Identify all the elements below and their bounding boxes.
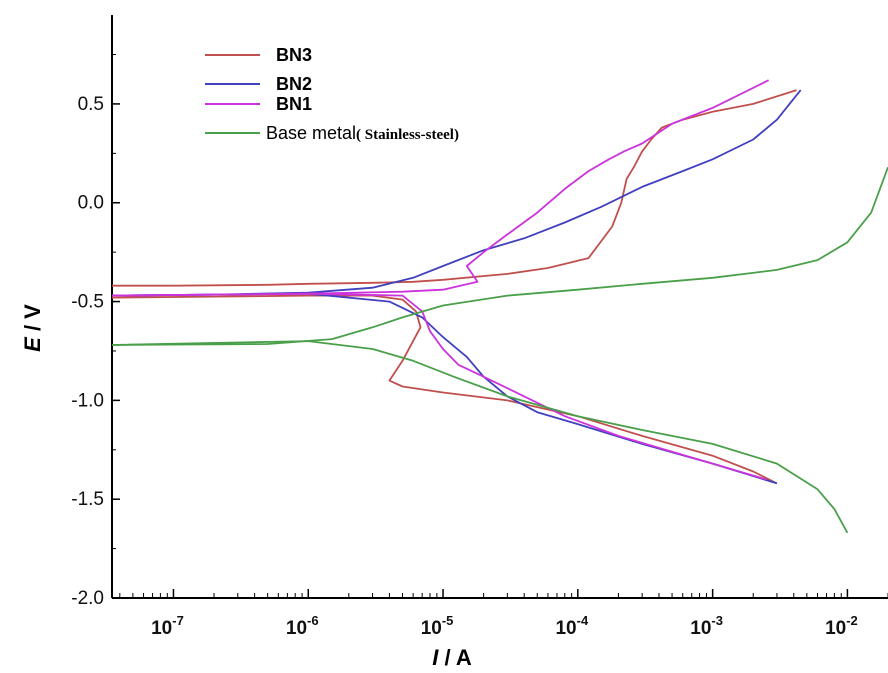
y-tick-label: 0.0 — [78, 193, 104, 214]
y-tick-label: 0.5 — [78, 94, 104, 115]
y-axis-label: E / V — [20, 304, 45, 352]
y-tick-label: -1.0 — [71, 390, 104, 411]
series-group — [111, 79, 888, 534]
series-1-cathodic-line — [111, 292, 778, 485]
x-tick-label: 10-4 — [555, 613, 588, 639]
legend-label: BN3 — [276, 45, 312, 65]
y-tick-label: -0.5 — [71, 292, 104, 313]
series-0-anodic-line — [112, 89, 797, 287]
x-tick-label: 10-5 — [421, 613, 454, 639]
x-tick-label: 10-2 — [825, 613, 858, 639]
y-tick-label: -2.0 — [71, 588, 104, 609]
x-tick-label: 10-6 — [286, 613, 319, 639]
series-2-cathodic-line — [111, 292, 767, 481]
y-tick-label: -1.5 — [71, 489, 104, 510]
legend-label: Base metal( Stainless-steel) — [266, 123, 459, 143]
series-3-anodic-line — [111, 166, 888, 346]
x-tick-label: 10-7 — [151, 613, 184, 639]
series-0-cathodic-line — [111, 294, 778, 485]
axes-frame — [111, 15, 888, 599]
x-tick-label: 10-3 — [690, 613, 723, 639]
series-2-anodic-line — [111, 79, 769, 297]
axis-labels: E / V I / A — [20, 304, 472, 670]
x-axis-label: I / A — [432, 645, 472, 670]
legend-label: BN1 — [276, 94, 312, 114]
legend-label: BN2 — [276, 74, 312, 94]
tick-marks: 0.5 0.0 -0.5 -1.0 -1.5 -2.0 10-7 10-6 10-5 10-4 10… — [71, 54, 888, 639]
series-1-anodic-line — [111, 89, 802, 297]
series-3-cathodic-line — [111, 340, 849, 534]
